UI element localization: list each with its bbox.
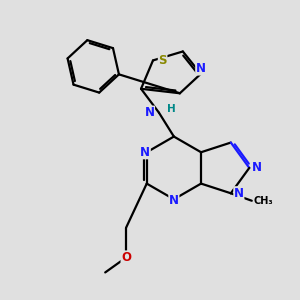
Text: N: N <box>196 62 206 75</box>
Text: N: N <box>169 194 179 207</box>
Text: CH₃: CH₃ <box>253 196 273 206</box>
Text: N: N <box>252 161 262 174</box>
Text: S: S <box>158 54 167 67</box>
Text: N: N <box>145 106 154 119</box>
Text: O: O <box>121 251 131 264</box>
Text: N: N <box>140 146 150 159</box>
Text: H: H <box>167 104 176 114</box>
Text: N: N <box>234 187 244 200</box>
